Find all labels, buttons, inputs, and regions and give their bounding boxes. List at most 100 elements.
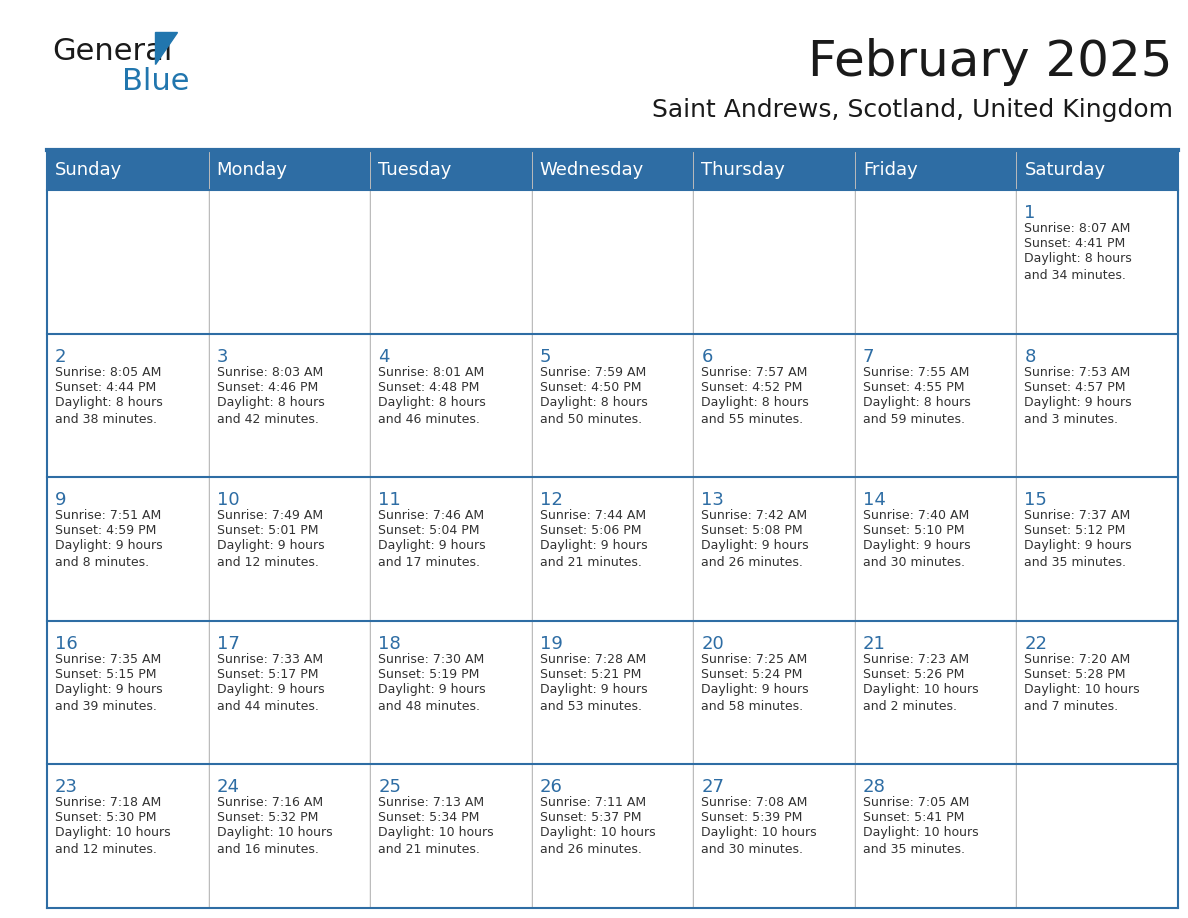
Text: Daylight: 8 hours
and 46 minutes.: Daylight: 8 hours and 46 minutes. [378,396,486,426]
Text: Sunset: 5:30 PM: Sunset: 5:30 PM [55,812,157,824]
Text: Sunset: 5:24 PM: Sunset: 5:24 PM [701,667,803,681]
Bar [209,191,369,332]
Text: Sunset: 4:46 PM: Sunset: 4:46 PM [216,381,318,394]
Text: Daylight: 10 hours
and 26 minutes.: Daylight: 10 hours and 26 minutes. [539,826,656,856]
Text: 12: 12 [539,491,563,509]
Bar [694,621,854,764]
Bar [48,621,1178,765]
Text: 23: 23 [55,778,78,797]
Text: 22: 22 [1024,635,1048,653]
Polygon shape [154,32,177,64]
Bar [855,621,1016,764]
Bar [532,478,693,620]
Text: Thursday: Thursday [701,161,785,179]
Bar [48,478,208,620]
Text: 2: 2 [55,348,67,365]
Bar [694,478,854,620]
Text: Daylight: 8 hours
and 42 minutes.: Daylight: 8 hours and 42 minutes. [216,396,324,426]
Text: 5: 5 [539,348,551,365]
Text: Daylight: 9 hours
and 39 minutes.: Daylight: 9 hours and 39 minutes. [55,683,163,712]
Text: 1: 1 [1024,204,1036,222]
Text: Sunrise: 7:28 AM: Sunrise: 7:28 AM [539,653,646,666]
Text: February 2025: February 2025 [809,38,1173,86]
Text: Sunset: 5:39 PM: Sunset: 5:39 PM [701,812,803,824]
Bar [1017,191,1177,332]
Text: 15: 15 [1024,491,1048,509]
Text: Sunset: 5:32 PM: Sunset: 5:32 PM [216,812,318,824]
Text: Sunset: 4:52 PM: Sunset: 4:52 PM [701,381,803,394]
Text: Sunrise: 7:42 AM: Sunrise: 7:42 AM [701,509,808,522]
Text: Sunset: 5:28 PM: Sunset: 5:28 PM [1024,667,1126,681]
Text: Friday: Friday [862,161,917,179]
Text: Sunset: 5:04 PM: Sunset: 5:04 PM [378,524,480,537]
Text: Sunrise: 7:25 AM: Sunrise: 7:25 AM [701,653,808,666]
Text: Sunrise: 7:18 AM: Sunrise: 7:18 AM [55,797,162,810]
Bar [694,191,854,332]
Text: Daylight: 10 hours
and 7 minutes.: Daylight: 10 hours and 7 minutes. [1024,683,1140,712]
Text: Sunrise: 7:55 AM: Sunrise: 7:55 AM [862,365,969,378]
Text: Daylight: 10 hours
and 35 minutes.: Daylight: 10 hours and 35 minutes. [862,826,979,856]
Text: 3: 3 [216,348,228,365]
Bar [48,333,1178,477]
Text: Monday: Monday [216,161,287,179]
Text: Sunset: 5:37 PM: Sunset: 5:37 PM [539,812,642,824]
Text: 20: 20 [701,635,723,653]
Text: Daylight: 9 hours
and 53 minutes.: Daylight: 9 hours and 53 minutes. [539,683,647,712]
Text: 27: 27 [701,778,725,797]
Text: Sunrise: 7:30 AM: Sunrise: 7:30 AM [378,653,485,666]
Bar [48,190,1178,333]
Bar [855,334,1016,476]
Text: 26: 26 [539,778,563,797]
Text: Sunset: 5:21 PM: Sunset: 5:21 PM [539,667,642,681]
Text: Sunset: 5:19 PM: Sunset: 5:19 PM [378,667,480,681]
Text: Sunset: 4:59 PM: Sunset: 4:59 PM [55,524,157,537]
Text: Daylight: 9 hours
and 8 minutes.: Daylight: 9 hours and 8 minutes. [55,539,163,569]
Bar [371,191,531,332]
Text: Sunrise: 7:49 AM: Sunrise: 7:49 AM [216,509,323,522]
Bar [855,478,1016,620]
Text: 14: 14 [862,491,886,509]
Bar [532,766,693,907]
Text: 8: 8 [1024,348,1036,365]
Text: Sunrise: 7:16 AM: Sunrise: 7:16 AM [216,797,323,810]
Bar [532,621,693,764]
Bar [48,765,1178,908]
Text: Saint Andrews, Scotland, United Kingdom: Saint Andrews, Scotland, United Kingdom [652,98,1173,122]
Text: Daylight: 10 hours
and 2 minutes.: Daylight: 10 hours and 2 minutes. [862,683,979,712]
Bar [694,766,854,907]
Text: Wednesday: Wednesday [539,161,644,179]
Text: 24: 24 [216,778,240,797]
Text: Sunrise: 7:51 AM: Sunrise: 7:51 AM [55,509,162,522]
Text: Sunset: 5:12 PM: Sunset: 5:12 PM [1024,524,1126,537]
Text: General: General [52,38,172,66]
Text: Daylight: 10 hours
and 12 minutes.: Daylight: 10 hours and 12 minutes. [55,826,171,856]
Text: Daylight: 10 hours
and 16 minutes.: Daylight: 10 hours and 16 minutes. [216,826,333,856]
Text: Sunset: 5:26 PM: Sunset: 5:26 PM [862,667,965,681]
Bar [48,766,208,907]
Text: Sunrise: 7:40 AM: Sunrise: 7:40 AM [862,509,969,522]
Text: 13: 13 [701,491,725,509]
Text: Sunrise: 7:46 AM: Sunrise: 7:46 AM [378,509,485,522]
Text: Daylight: 9 hours
and 17 minutes.: Daylight: 9 hours and 17 minutes. [378,539,486,569]
Text: Sunrise: 7:11 AM: Sunrise: 7:11 AM [539,797,646,810]
Text: Sunset: 4:41 PM: Sunset: 4:41 PM [1024,237,1126,250]
Text: Daylight: 9 hours
and 26 minutes.: Daylight: 9 hours and 26 minutes. [701,539,809,569]
Text: Sunset: 5:01 PM: Sunset: 5:01 PM [216,524,318,537]
Text: Sunrise: 7:33 AM: Sunrise: 7:33 AM [216,653,323,666]
Text: Sunrise: 7:44 AM: Sunrise: 7:44 AM [539,509,646,522]
Bar [1017,621,1177,764]
Bar [209,334,369,476]
Text: Sunrise: 8:05 AM: Sunrise: 8:05 AM [55,365,162,378]
Text: 7: 7 [862,348,874,365]
Text: Sunset: 4:44 PM: Sunset: 4:44 PM [55,381,157,394]
Bar [1017,478,1177,620]
Text: 10: 10 [216,491,239,509]
Text: Blue: Blue [122,68,190,96]
Text: Daylight: 8 hours
and 34 minutes.: Daylight: 8 hours and 34 minutes. [1024,252,1132,282]
Text: Tuesday: Tuesday [378,161,451,179]
Text: Sunrise: 8:03 AM: Sunrise: 8:03 AM [216,365,323,378]
Text: Sunrise: 7:05 AM: Sunrise: 7:05 AM [862,797,969,810]
Text: Sunrise: 7:37 AM: Sunrise: 7:37 AM [1024,509,1131,522]
Bar [209,766,369,907]
Text: Sunset: 5:15 PM: Sunset: 5:15 PM [55,667,157,681]
